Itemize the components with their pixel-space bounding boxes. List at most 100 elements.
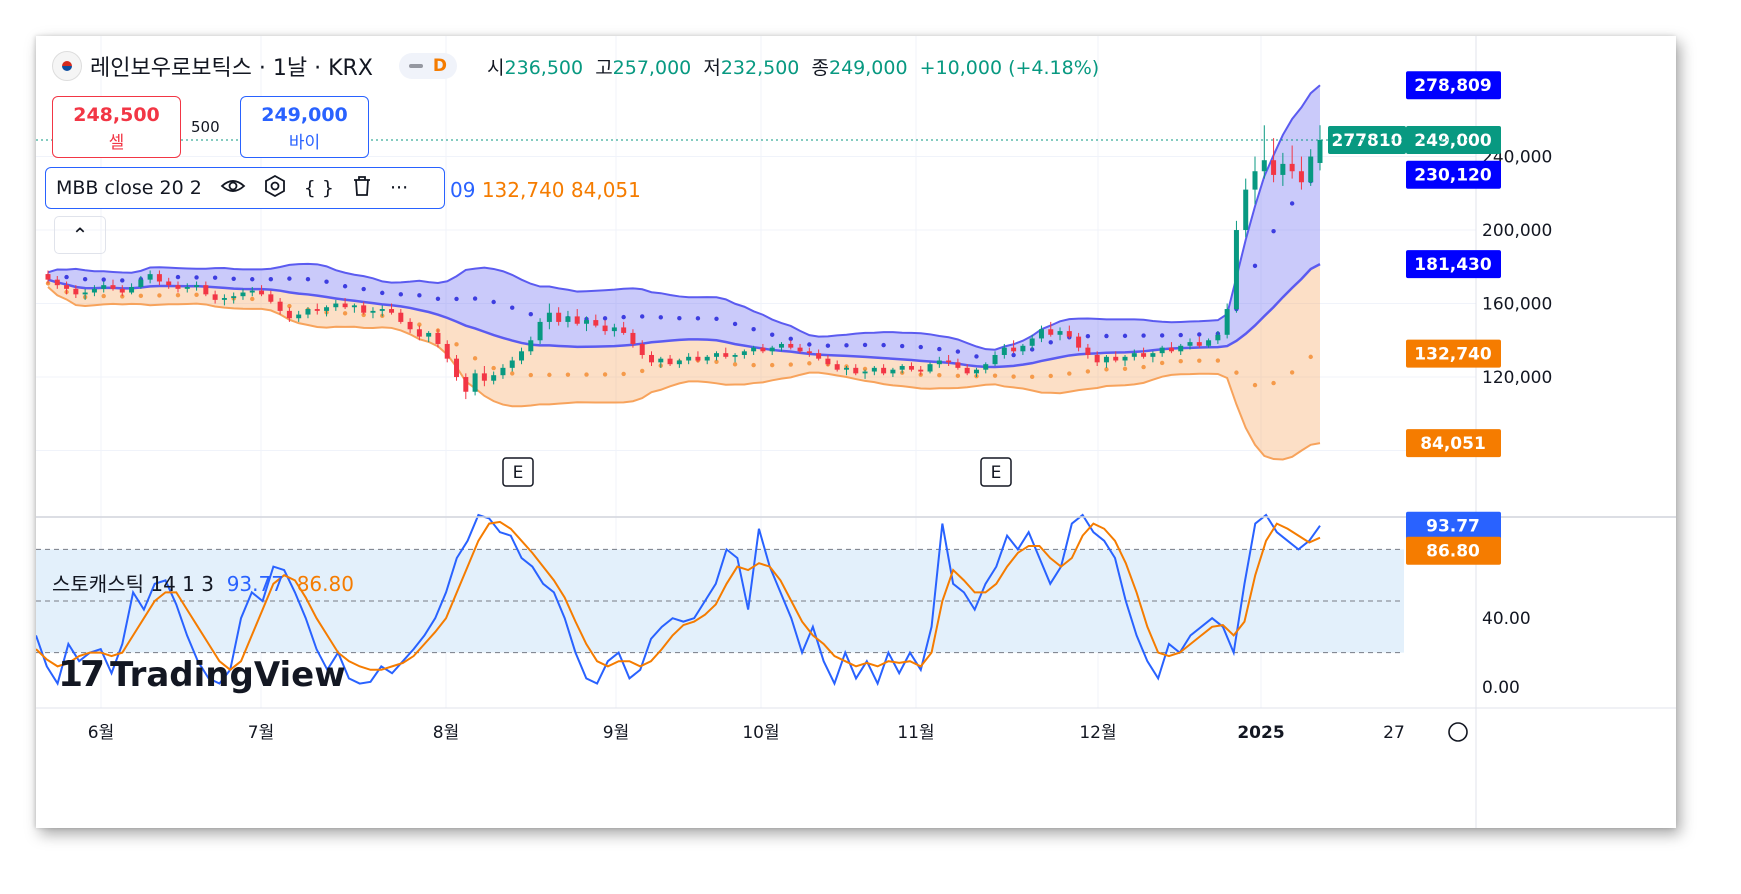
candle-body: [129, 287, 135, 293]
upper-dot: [361, 286, 366, 292]
chart-header: 레인보우로보틱스 · 1날 · KRX D 시236,500 고257,000 …: [52, 50, 1099, 82]
candlesticks[interactable]: [45, 125, 1323, 400]
candle-body: [760, 347, 766, 352]
time-tick: 11월: [897, 723, 934, 743]
lower-dot: [1141, 364, 1146, 370]
candle-body: [667, 358, 673, 365]
candle-body: [1308, 156, 1314, 183]
candle-body: [426, 332, 432, 337]
code-icon[interactable]: { }: [303, 177, 335, 199]
lower-dot: [807, 361, 812, 366]
candle-body: [890, 369, 896, 374]
market-status-badge[interactable]: D: [398, 53, 458, 79]
candle-body: [54, 279, 60, 286]
upper-dot: [528, 311, 534, 317]
lower-dot: [1289, 370, 1295, 375]
candle-body: [231, 296, 237, 299]
price-label-box: [1406, 71, 1501, 100]
candle-body: [314, 309, 320, 311]
lower-dot: [250, 296, 255, 302]
upper-dot: [695, 316, 701, 321]
stochastic-scale[interactable]: 40.00 0.00 93.77 86.80: [1406, 511, 1531, 698]
upper-dot: [380, 290, 385, 296]
price-label-box: [1406, 429, 1501, 458]
candle-body: [936, 360, 942, 365]
stochastic-legend[interactable]: 스토캐스틱 14 1 3 93.77 86.80: [52, 568, 354, 597]
stochastic-k-line: [36, 513, 1321, 687]
price-label: 132,740: [1414, 345, 1492, 365]
candle-body: [491, 375, 497, 381]
candle-body: [398, 312, 404, 322]
candle-body: [992, 354, 998, 365]
candle-body: [1271, 160, 1277, 175]
chart-canvas[interactable]: 240,000200,000160,000120,000278,809230,1…: [36, 36, 1676, 828]
close-value: 249,000: [828, 56, 908, 79]
candle-body: [240, 292, 246, 297]
candle-body: [454, 358, 460, 378]
time-tick: 9월: [603, 723, 629, 743]
candle-body: [1048, 329, 1054, 335]
upper-dot: [1159, 333, 1165, 338]
lower-dot: [1271, 380, 1276, 386]
settings-gear-icon[interactable]: [1448, 722, 1468, 742]
lower-dot: [101, 293, 106, 299]
candle-body: [964, 367, 970, 374]
lower-dot: [788, 362, 793, 367]
earnings-marker[interactable]: [980, 457, 1012, 487]
candle-body: [565, 316, 571, 322]
candle-body: [584, 320, 590, 324]
time-axis[interactable]: 6월 7월 8월 9월 10월 11월 12월 2025 27: [36, 707, 1676, 743]
eye-icon[interactable]: [220, 176, 246, 201]
earnings-marker[interactable]: [502, 457, 534, 487]
buy-button[interactable]: 249,000 바이: [240, 96, 369, 158]
candle-body: [91, 288, 97, 293]
candle-body: [983, 364, 989, 370]
time-tick: 8월: [433, 723, 459, 743]
price-scale[interactable]: 240,000200,000160,000120,000278,809230,1…: [1328, 71, 1552, 458]
last-price-box: [1406, 126, 1501, 154]
candle-body: [379, 309, 385, 311]
indicator-legend[interactable]: MBB close 20 2 { } ···: [45, 167, 445, 209]
stoch-tick: 0.00: [1482, 678, 1520, 698]
symbol-title[interactable]: 레인보우로보틱스 · 1날 · KRX: [90, 56, 373, 81]
candle-body: [1001, 347, 1007, 355]
candle-body: [1187, 342, 1193, 346]
candle-body: [221, 298, 227, 300]
trash-icon[interactable]: [352, 175, 372, 202]
candle-body: [119, 288, 125, 293]
upper-dot: [1271, 228, 1276, 234]
candle-body: [296, 314, 302, 319]
chevron-up-icon: ⌃: [71, 223, 89, 247]
minus-icon: [408, 64, 423, 68]
candle-body: [769, 347, 775, 352]
upper-band-line: [47, 84, 1321, 351]
lower-dot: [937, 373, 942, 378]
lower-dot: [640, 368, 645, 374]
candle-body: [1289, 163, 1295, 172]
upper-dot: [770, 332, 775, 337]
lower-dot: [1159, 360, 1165, 366]
more-icon[interactable]: ···: [390, 177, 409, 199]
sell-button[interactable]: 248,500 셀: [52, 96, 181, 158]
candle-body: [1159, 347, 1165, 354]
settings-icon[interactable]: [264, 174, 286, 202]
candle-body: [472, 373, 478, 392]
lower-dot: [770, 362, 775, 368]
candle-body: [194, 285, 200, 287]
candle-body: [1243, 189, 1249, 231]
candle-body: [333, 303, 339, 308]
middle-band-line: [47, 263, 1321, 369]
lower-dot: [194, 292, 199, 298]
candle-body: [1011, 347, 1017, 352]
candle-body: [1280, 163, 1286, 175]
collapse-button[interactable]: ⌃: [54, 216, 106, 254]
candle-body: [342, 303, 348, 308]
stochastic-d-value: 86.80: [296, 572, 354, 596]
stoch-d-label: 86.80: [1426, 542, 1480, 562]
candle-body: [713, 353, 719, 357]
upper-dot: [342, 284, 348, 289]
candle-body: [45, 274, 51, 280]
lower-dot: [491, 365, 496, 371]
candle-body: [574, 316, 580, 324]
upper-dot: [899, 343, 905, 349]
